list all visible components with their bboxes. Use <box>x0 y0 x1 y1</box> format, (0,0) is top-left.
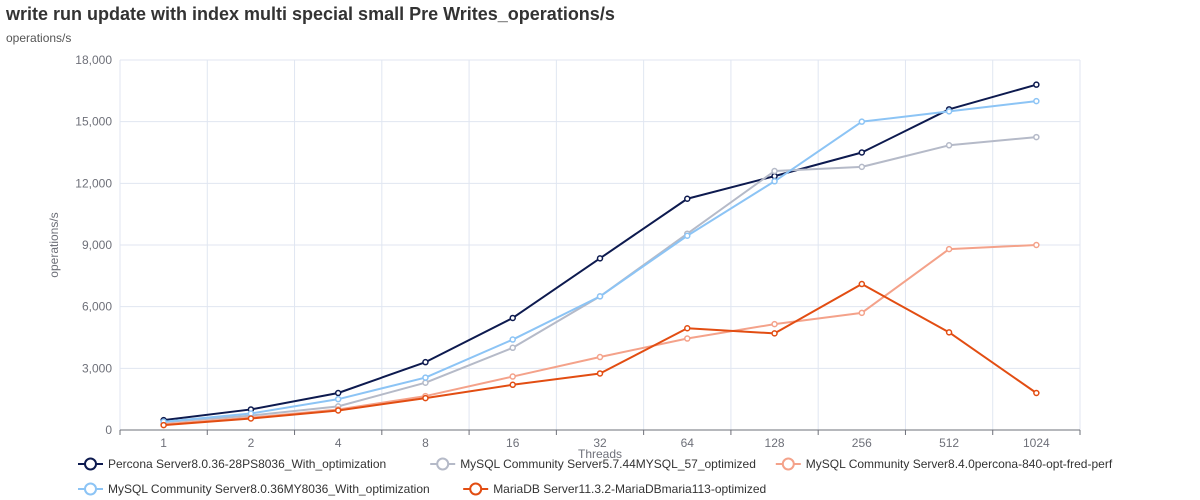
y-tick-label: 0 <box>105 423 112 437</box>
data-point[interactable] <box>945 142 953 149</box>
x-tick-label: 512 <box>939 436 959 450</box>
legend-swatch-marker <box>84 482 97 496</box>
series-1 <box>160 81 1040 424</box>
data-point[interactable] <box>684 335 691 342</box>
legend[interactable]: Percona Server8.0.36-28PS8036_With_optim… <box>78 457 1113 496</box>
data-point[interactable] <box>160 421 167 429</box>
x-tick-label: 8 <box>422 436 429 450</box>
data-point[interactable] <box>858 149 866 156</box>
y-tick-label: 18,000 <box>75 53 112 67</box>
chart-title: write run update with index multi specia… <box>6 4 615 24</box>
data-point[interactable] <box>945 245 953 253</box>
data-point[interactable] <box>422 394 429 402</box>
y-tick-label: 3,000 <box>82 361 112 375</box>
legend-item[interactable]: MySQL Community Server8.4.0percona-840-o… <box>775 457 1113 471</box>
x-tick-label: 64 <box>681 436 695 450</box>
x-tick-label: 128 <box>765 436 785 450</box>
data-point[interactable] <box>1033 97 1040 105</box>
grid-lines <box>119 59 1081 430</box>
legend-label: Percona Server8.0.36-28PS8036_With_optim… <box>108 457 386 471</box>
data-point[interactable] <box>422 358 429 366</box>
data-point[interactable] <box>334 407 342 414</box>
legend-item[interactable]: MySQL Community Server8.0.36MY8036_With_… <box>78 482 430 496</box>
data-point[interactable] <box>945 108 953 115</box>
data-point[interactable] <box>509 336 516 343</box>
legend-label: MySQL Community Server8.0.36MY8036_With_… <box>108 482 430 496</box>
data-point[interactable] <box>509 373 516 380</box>
data-point[interactable] <box>247 415 255 422</box>
series-4 <box>160 97 1040 426</box>
y-axis-label: operations/s <box>47 212 61 277</box>
data-point[interactable] <box>1033 133 1040 141</box>
legend-swatch-marker <box>781 457 795 471</box>
legend-swatch-marker <box>436 457 450 471</box>
y-tick-label: 6,000 <box>82 300 112 314</box>
legend-item[interactable]: Percona Server8.0.36-28PS8036_With_optim… <box>78 457 386 471</box>
x-tick-label: 16 <box>506 436 520 450</box>
legend-swatch-marker <box>469 482 483 496</box>
data-point[interactable] <box>771 330 778 337</box>
axes: 0 3,000 6,000 9,000 12,000 15,000 18,000 1 2 4 8 16… <box>47 53 1081 461</box>
data-point[interactable] <box>858 309 866 317</box>
x-tick-label: 32 <box>593 436 607 450</box>
legend-item[interactable]: MariaDB Server11.3.2-MariaDBmaria113-opt… <box>463 482 766 496</box>
y-tick-label: 15,000 <box>75 115 112 129</box>
data-point[interactable] <box>1033 389 1040 397</box>
data-point[interactable] <box>596 255 604 262</box>
data-point[interactable] <box>422 379 429 386</box>
data-point[interactable] <box>858 118 866 125</box>
data-point[interactable] <box>771 167 778 175</box>
legend-label: MySQL Community Server8.4.0percona-840-o… <box>806 457 1113 471</box>
data-point[interactable] <box>771 320 778 328</box>
x-tick-label: 1 <box>160 436 167 450</box>
data-point[interactable] <box>858 163 866 171</box>
legend-label: MariaDB Server11.3.2-MariaDBmaria113-opt… <box>493 482 766 496</box>
data-point[interactable] <box>771 178 778 185</box>
data-point[interactable] <box>596 293 604 300</box>
data-point[interactable] <box>1033 81 1040 88</box>
series-3 <box>160 241 1040 428</box>
data-point[interactable] <box>684 232 691 239</box>
y-tick-label: 12,000 <box>75 176 112 190</box>
x-tick-label: 4 <box>335 436 342 450</box>
data-point[interactable] <box>596 370 604 377</box>
chart-subtitle: operations/s <box>6 31 72 45</box>
data-point[interactable] <box>858 280 866 288</box>
series-lines <box>160 81 1040 429</box>
data-point[interactable] <box>509 344 516 352</box>
x-tick-label: 2 <box>248 436 255 450</box>
legend-swatch-marker <box>84 457 97 471</box>
data-point[interactable] <box>509 314 516 322</box>
data-point[interactable] <box>334 389 342 397</box>
legend-item[interactable]: MySQL Community Server5.7.44MYSQL_57_opt… <box>430 457 756 471</box>
data-point[interactable] <box>684 325 691 332</box>
y-tick-label: 9,000 <box>82 238 112 252</box>
data-point[interactable] <box>596 353 604 361</box>
data-point[interactable] <box>422 374 429 381</box>
x-axis-label: Threads <box>578 447 622 461</box>
data-point[interactable] <box>1033 241 1040 249</box>
x-tick-label: 256 <box>852 436 872 450</box>
data-point[interactable] <box>945 329 953 336</box>
data-point[interactable] <box>771 172 778 180</box>
data-point[interactable] <box>509 381 516 389</box>
data-point[interactable] <box>334 395 342 403</box>
data-point[interactable] <box>684 195 691 202</box>
x-tick-label: 1024 <box>1023 436 1050 450</box>
series-5 <box>160 280 1040 429</box>
legend-label: MySQL Community Server5.7.44MYSQL_57_opt… <box>460 457 756 471</box>
